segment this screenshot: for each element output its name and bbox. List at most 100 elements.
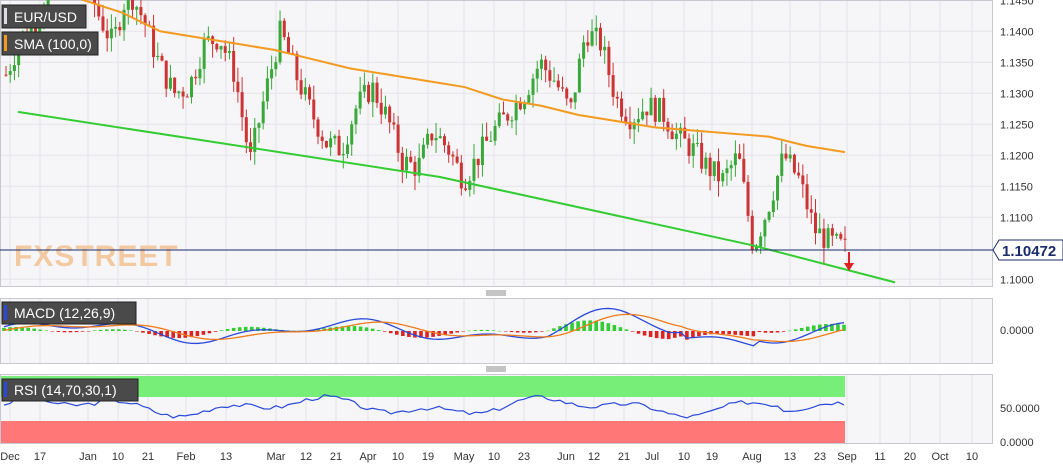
macd-bar [201,331,206,335]
candle-body [771,200,775,213]
candle-body [830,228,834,236]
candle-body [700,142,704,169]
macd-bar [721,331,725,334]
candle-body [130,0,134,10]
candle-body [286,37,290,54]
candle-body [767,212,771,220]
macd-bar [660,331,665,339]
rsi-oversold-zone [0,421,845,443]
macd-bar [231,327,236,331]
candle-body [717,161,721,182]
candle-body [139,7,143,16]
macd-bar [56,331,61,332]
macd-bar [80,331,85,332]
time-tick: Jan [79,451,97,463]
candle-body [641,111,645,120]
candle-body [754,246,758,250]
candle-body [122,9,126,31]
macd-bar [576,321,580,331]
rsi-panel-border [0,374,993,444]
macd-bar [207,331,212,334]
candle-body [202,37,206,69]
macd-bar [691,331,695,338]
time-tick: 23 [814,451,826,463]
macd-bar [249,326,254,331]
time-tick: Dec [0,451,20,463]
macd-bar [642,331,647,336]
macd-bar [98,329,103,331]
macd-bar [509,331,514,333]
macd-bar [147,331,151,334]
macd-bar [624,329,629,331]
candle-body [527,94,531,103]
candle-body [447,145,451,155]
rsi-overbought-zone [0,376,845,397]
time-tick: 11 [874,451,885,463]
price-tick: 1.1450 [1000,0,1034,7]
candle-body [190,76,194,98]
candle-body [805,184,809,210]
macd-bar [395,331,399,335]
panel-splitter-2[interactable] [486,366,506,372]
macd-bar [648,331,653,338]
macd-bar [74,331,79,333]
candle-body [206,36,210,38]
candle-body [215,43,219,50]
macd-bar [455,331,460,333]
macd-bar [763,331,768,333]
candle-body [405,156,409,171]
candle-body [586,42,590,46]
fxstreet-watermark: FXSTREET [14,240,179,273]
candle-body [341,153,345,156]
macd-bar [243,326,248,331]
candle-body [350,124,354,145]
candle-body [329,138,333,148]
candle-body [721,173,725,182]
macd-bar [189,331,194,338]
candle-body [152,25,156,58]
candle-body [379,102,383,115]
time-tick: 12 [588,451,600,463]
candle-body [430,133,434,141]
price-tick: 1.1250 [1000,119,1034,131]
macd-bar [141,331,145,333]
macd-bar [68,331,73,333]
candle-body [835,233,839,236]
candle-body [358,91,362,109]
macd-bar [413,331,417,338]
candle-body [232,51,236,82]
macd-bar [225,328,230,331]
candle-body [118,26,122,31]
candle-body [442,136,446,146]
macd-bar [697,331,701,337]
rsi-text: RSI (14,70,30,1) [14,382,117,398]
macd-bar [20,327,24,331]
macd-bar [479,329,484,331]
candle-body [565,88,569,99]
macd-bar [407,331,411,337]
candle-body [4,74,8,76]
candle-body [375,82,379,103]
candle-body [8,71,12,75]
candle-body [261,101,265,124]
panel-splitter-1[interactable] [486,290,506,296]
candle-body [695,142,699,144]
rsi-tick-50: 50.0000 [1000,403,1040,415]
time-tick: 19 [422,451,434,463]
candle-body [337,135,341,156]
candle-body [109,28,113,39]
macd-bar [654,331,659,339]
time-tick: 21 [330,451,342,463]
candle-body [480,136,484,166]
candle-body [615,96,619,99]
candle-body [101,16,105,31]
candle-body [278,20,282,63]
time-tick: May [454,451,475,463]
macd-bar [388,331,393,334]
macd-bar [521,331,526,333]
candle-body [813,212,817,234]
candle-body [636,119,640,123]
candle-body [645,111,649,116]
candle-body [797,172,801,176]
candle-body [729,165,733,169]
